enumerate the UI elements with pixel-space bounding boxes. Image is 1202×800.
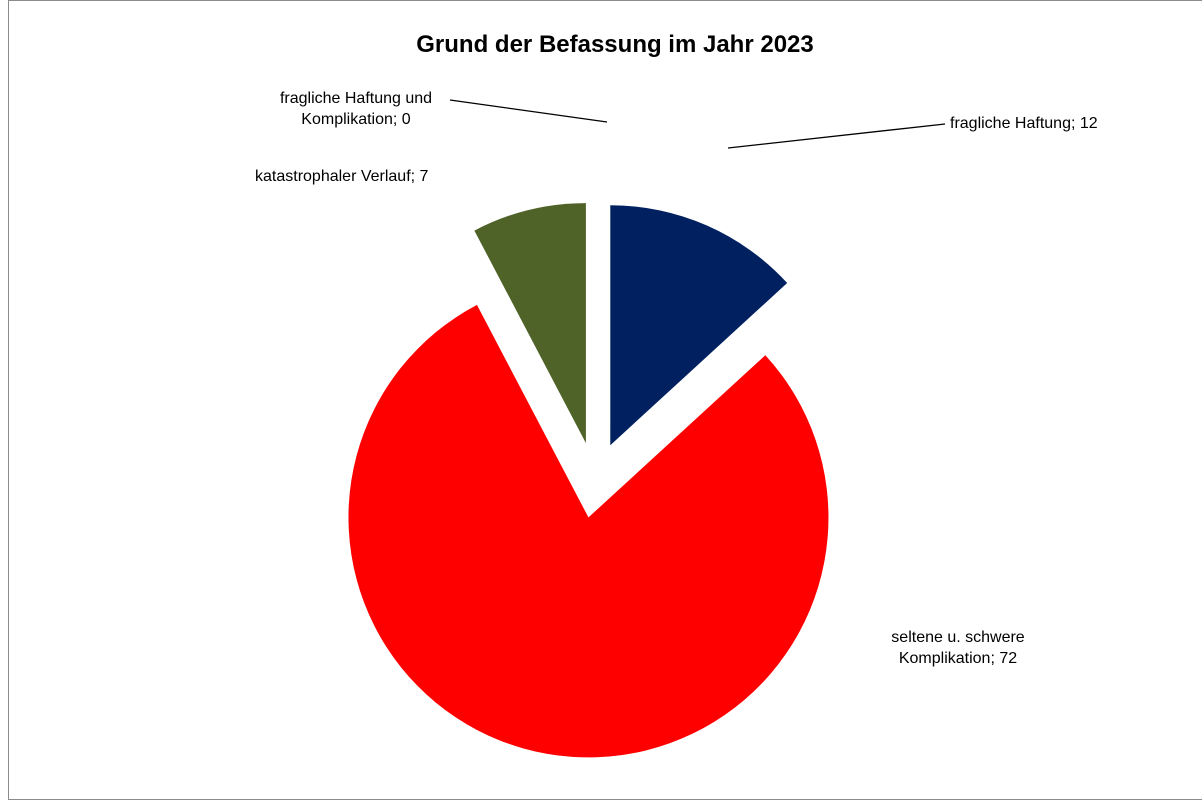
data-label-1: seltene u. schwere Komplikation; 72 [891, 629, 1025, 667]
data-label-line: fragliche Haftung; 12 [950, 115, 1098, 132]
pie-slices [348, 203, 829, 758]
data-label-2: katastrophaler Verlauf; 7 [255, 168, 429, 185]
pie-slice-0 [610, 205, 788, 446]
data-label-line: Komplikation; 72 [899, 650, 1017, 667]
pie-slice-2 [474, 203, 586, 444]
data-label-line: Komplikation; 0 [301, 111, 410, 128]
data-label-3: fragliche Haftung und Komplikation; 0 [280, 90, 432, 128]
leader-line-3 [449, 99, 608, 123]
chart-title: Grund der Befassung im Jahr 2023 [416, 31, 813, 58]
data-label-line: katastrophaler Verlauf; 7 [255, 168, 429, 185]
data-labels: fragliche Haftung; 12 seltene u. schwere K… [255, 90, 1098, 667]
pie-slice-1 [348, 304, 829, 758]
data-label-0: fragliche Haftung; 12 [950, 115, 1098, 132]
pie-chart: Grund der Befassung im Jahr 2023 fraglic… [255, 31, 1098, 758]
data-label-line: fragliche Haftung und [280, 90, 432, 107]
data-label-line: seltene u. schwere [891, 629, 1025, 646]
leader-line-0 [727, 123, 946, 149]
leader-lines [449, 99, 946, 149]
